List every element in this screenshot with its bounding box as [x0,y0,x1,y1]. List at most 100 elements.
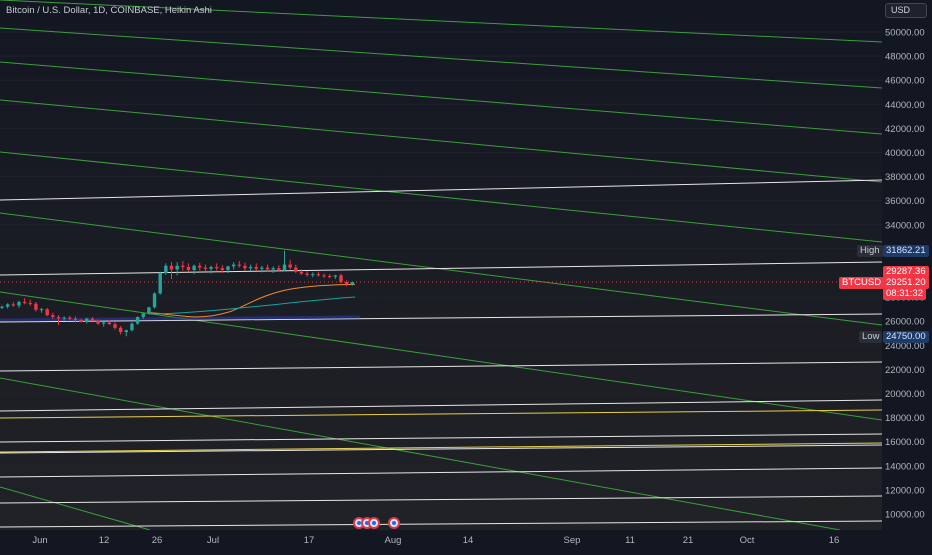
candle-body [90,318,95,321]
candle-body [282,264,287,270]
price-tick-label: 24000.00 [885,341,925,352]
candle-body [135,316,140,324]
yellow-price-line [0,442,882,453]
low-value-tag: 24750.00 [883,331,929,343]
white-price-line [0,444,882,454]
candle-body [39,309,44,311]
time-label: Aug [384,535,402,546]
candle-body [118,327,123,333]
price-tick-label: 48000.00 [885,52,925,63]
white-price-line [0,520,882,528]
candle-body [169,265,174,270]
candle-body [328,276,332,278]
candle-body [198,265,202,268]
candle-body [181,265,185,267]
candle-body [305,273,309,275]
candle-body [203,267,208,269]
green-trendline [0,27,882,89]
candle-body [68,317,72,319]
candle-body [51,315,55,317]
time-label: 12 [98,535,110,546]
green-trendline [0,61,882,135]
candle-body [141,313,145,317]
candle-body [294,267,298,272]
candle-body [316,274,321,276]
candle-body [231,264,236,267]
price-tick-label: 22000.00 [885,365,925,376]
white-price-line [0,433,882,443]
price-tick-label: 12000.00 [885,485,925,496]
white-price-line [0,495,882,504]
time-label: 21 [682,535,694,546]
candle-body [5,304,10,307]
currency-button[interactable]: USD [885,3,927,18]
candle-body [322,275,326,277]
candle-body [350,282,354,285]
candle-body [85,318,89,322]
candle-body [186,266,191,270]
price-tick-label: 26000.00 [885,317,925,328]
time-label: 17 [303,535,315,546]
candle-body [271,268,275,270]
band-line [0,315,361,322]
candle-body [102,322,106,324]
chart-area[interactable]: Bitcoin / U.S. Dollar, 1D, COINBASE, Hei… [0,0,882,530]
candle-body [215,266,219,269]
time-label: Jun [32,535,48,546]
candle-body [209,266,213,269]
time-label: 26 [151,535,163,546]
price-tick-label: 34000.00 [885,220,925,231]
price-tick-label: 40000.00 [885,148,925,159]
candle-body [288,264,292,268]
white-price-line [0,399,882,412]
candle-body [130,323,134,331]
time-axis[interactable]: Jun 12 26 Jul 17 Aug 14 Sep 11 21 Oct 16 [0,530,882,550]
candle-body [299,271,304,274]
candle-body [152,293,157,308]
white-price-line [0,261,882,276]
white-price-line [0,467,882,478]
high-value-tag: 31862.21 [883,245,929,257]
price-tick-label: 16000.00 [885,437,925,448]
price-tick-label: 42000.00 [885,124,925,135]
candle-body [226,266,230,270]
price-tick-label: 20000.00 [885,389,925,400]
candle-body [175,265,179,270]
candle-body [147,307,151,314]
candle-body [34,303,38,310]
green-trendline [0,377,841,530]
candle-body [311,274,315,276]
high-label: High [857,245,883,257]
candle-body [192,265,196,270]
price-tick-label: 44000.00 [885,100,925,111]
candle-body [344,282,349,285]
white-price-line [0,179,882,201]
candle-body [113,324,117,328]
time-label: Jul [206,535,220,546]
green-trendline [0,151,882,243]
symbol-tag: BTCUSD [839,277,885,289]
candle-body [107,322,112,325]
candle-body [260,267,264,269]
price-tick-label: 50000.00 [885,28,925,39]
white-price-line [0,361,882,372]
candle-body [220,268,225,270]
time-label: 14 [462,535,474,546]
candle-body [0,306,4,308]
candle-body [73,318,78,320]
candle-body [56,316,61,319]
candle-body [79,319,83,322]
candle-body [62,317,66,319]
price-tag-last: 29251.20 [883,277,929,289]
us-flag-event-icon[interactable] [388,517,400,529]
ema-line [149,296,356,315]
chart-canvas[interactable] [0,0,882,530]
candle-body [22,301,27,304]
candle-body [339,275,343,283]
price-tick-label: 14000.00 [885,461,925,472]
us-flag-event-icon[interactable] [368,517,380,529]
white-price-line [0,313,882,323]
time-label: Oct [739,535,755,546]
green-trendline [0,99,882,183]
yellow-price-line [0,409,882,419]
